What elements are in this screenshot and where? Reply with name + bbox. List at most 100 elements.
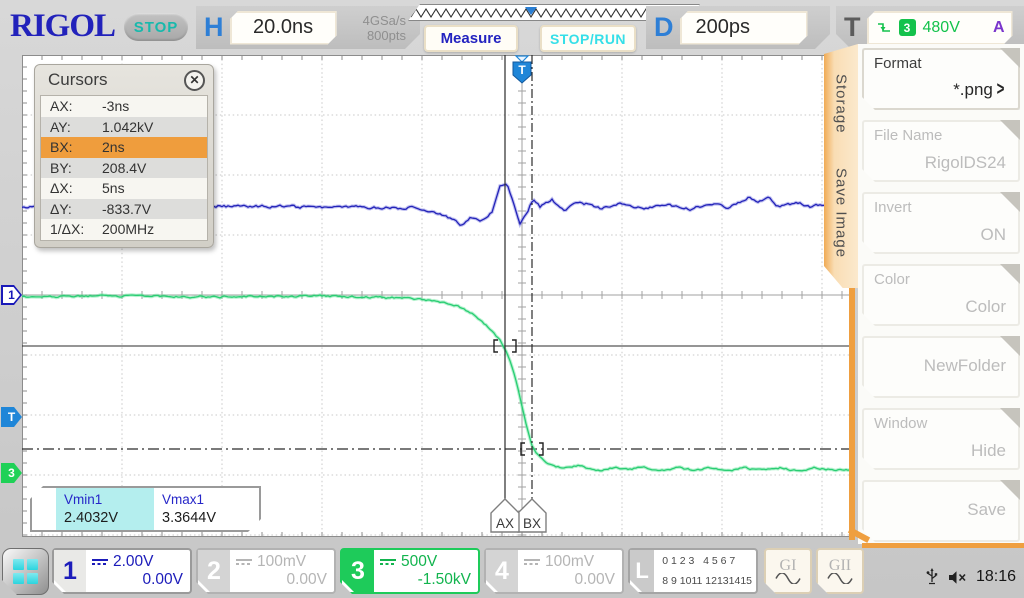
cursor-row-ax: AX: -3ns — [41, 96, 207, 117]
channel-offset: 0.00V — [286, 571, 327, 588]
sidebar-button-value: NewFolder — [923, 356, 1006, 375]
cursor-row-label: AX: — [50, 98, 73, 115]
logic-analyzer-status[interactable]: L 0 1 2 3 4 5 6 7 8 9 1011 12131415 — [628, 548, 758, 594]
trigger-panel[interactable]: T 3 480V A — [836, 6, 1024, 49]
delay-value: 200ps — [680, 11, 808, 45]
ch3-position-marker[interactable]: 3 — [1, 463, 22, 483]
cursor-row-value: 5ns — [102, 180, 125, 197]
logic-channels-row2: 8 9 1011 12131415 — [662, 575, 752, 587]
logic-label: L — [630, 550, 654, 592]
trace-ch3 — [21, 293, 855, 473]
measurement-vmax1[interactable]: Vmax1 3.3644V — [154, 488, 252, 530]
cursor-row-ay: AY: 1.042kV — [41, 116, 207, 137]
channel-2-status[interactable]: 2 100mV 0.00V — [196, 548, 336, 594]
cursor-row-x: ΔX: 5ns — [41, 178, 207, 199]
measurement-value: 2.4032V — [64, 510, 119, 526]
svg-text:BX: BX — [523, 516, 541, 531]
trigger-label: T — [844, 12, 861, 42]
cursor-row-label: 1/ΔX: — [50, 221, 85, 238]
channel-scale: 100mV — [545, 553, 595, 570]
generator-gi-button[interactable]: GI — [764, 548, 812, 594]
usb-icon — [926, 568, 938, 585]
memory-depth: 800pts — [366, 27, 406, 43]
measure-button[interactable]: Measure — [424, 25, 518, 52]
channel-scale: 500V — [401, 553, 438, 570]
generator-gii-button[interactable]: GII — [816, 548, 864, 594]
trigger-position-pointer-icon[interactable] — [514, 55, 530, 63]
sidebar-button-value: ON — [980, 225, 1006, 244]
timebase-value: 20.0ns — [230, 11, 337, 45]
generator-label: GI — [779, 557, 797, 574]
tab-save-image[interactable]: Save Image — [832, 167, 850, 258]
trigger-level-marker[interactable]: T — [1, 407, 22, 427]
sidebar-button-file-name[interactable]: File Name RigolDS24 — [862, 120, 1020, 182]
trigger-sweep-mode: A — [992, 18, 1005, 36]
sidebar-button-window[interactable]: Window Hide — [862, 408, 1020, 470]
sidebar-button-newfolder[interactable]: NewFolder — [862, 336, 1020, 398]
dc-coupling-icon — [524, 559, 540, 565]
sidebar-button-label: Invert — [874, 199, 912, 216]
channel-3-status[interactable]: 3 500V -1.50kV — [340, 548, 480, 594]
trigger-level: 480V — [922, 18, 960, 36]
cursor-row-label: BX: — [50, 139, 73, 156]
channel-offset: 0.00V — [574, 571, 615, 588]
delay-label: D — [654, 12, 674, 42]
chevron-right-icon: > — [996, 79, 1005, 100]
logic-channels-row1: 0 1 2 3 4 5 6 7 — [662, 555, 736, 567]
sidebar-button-label: Format — [874, 55, 922, 72]
channel-number: 3 — [342, 550, 374, 592]
channel-offset: 0.00V — [142, 571, 183, 588]
sidebar-button-save[interactable]: Save — [862, 480, 1020, 542]
hpos-marker-icon — [525, 7, 537, 15]
sine-wave-icon — [827, 573, 853, 584]
cursor-row-value: -833.7V — [102, 200, 152, 217]
channel-scale: 100mV — [257, 553, 307, 570]
cursor-row-label: AY: — [50, 118, 71, 135]
sidebar-button-value: Save — [967, 500, 1006, 519]
sidebar-button-color[interactable]: Color Color — [862, 264, 1020, 326]
menu-grid-icon — [13, 559, 38, 584]
menu-button[interactable] — [2, 548, 49, 595]
sidebar-button-format[interactable]: Format *.png > — [862, 48, 1020, 110]
cursor-ax-tag[interactable] — [490, 498, 520, 533]
run-state-indicator: STOP — [124, 13, 188, 41]
sidebar-button-label: File Name — [874, 127, 943, 144]
sidebar-button-invert[interactable]: Invert ON — [862, 192, 1020, 254]
cursor-row-value: 208.4V — [102, 159, 147, 176]
measurement-value: 3.3644V — [162, 510, 217, 526]
channel-number: 4 — [486, 550, 518, 592]
sidebar-button-value: *.png — [953, 80, 993, 99]
sidebar-tabs: Storage Save Image — [824, 44, 858, 288]
channel-scale: 2.00V — [113, 553, 154, 570]
cursors-panel: Cursors ✕ AX: -3ns AY: 1.042kV BX: 2ns BY: 208.… — [34, 64, 214, 248]
graticule-and-traces: BX AX T — [21, 55, 855, 537]
sidebar-button-value: Hide — [971, 441, 1006, 460]
cursor-row-value: 2ns — [102, 139, 125, 156]
channel-number: 1 — [54, 550, 86, 592]
tab-storage[interactable]: Storage — [832, 74, 850, 134]
speaker-muted-icon — [948, 570, 966, 584]
channel-1-status[interactable]: 1 2.00V 0.00V — [52, 548, 192, 594]
sidebar-border-bottom — [862, 543, 1024, 548]
measurement-vmin1[interactable]: Vmin1 2.4032V — [56, 488, 154, 530]
svg-text:AX: AX — [496, 516, 514, 531]
close-icon[interactable]: ✕ — [184, 69, 205, 91]
generator-label: GII — [828, 557, 852, 574]
cursor-row-1x: 1/ΔX: 200MHz — [41, 219, 207, 240]
delay-panel[interactable]: D 200ps — [646, 6, 830, 49]
sample-rate-readout: 4GSa/s 800pts — [341, 13, 420, 43]
stop-run-button[interactable]: STOP/RUN — [540, 25, 636, 52]
dc-coupling-icon — [380, 559, 396, 565]
ch1-position-marker[interactable]: 1 — [1, 285, 22, 305]
cursor-row-label: ΔX: — [50, 180, 73, 197]
measurement-name: Vmax1 — [162, 492, 205, 507]
cursor-row-label: BY: — [50, 159, 72, 176]
sample-rate: 4GSa/s — [362, 12, 406, 28]
horizontal-panel[interactable]: H 20.0ns 4GSa/s 800pts — [196, 6, 420, 49]
trigger-position-marker[interactable] — [512, 61, 532, 84]
channel-4-status[interactable]: 4 100mV 0.00V — [484, 548, 624, 594]
clock: 18:16 — [975, 568, 1016, 585]
rigol-logo: RIGOL — [10, 8, 116, 44]
cursor-row-value: 1.042kV — [102, 118, 154, 135]
horizontal-label: H — [204, 12, 224, 42]
